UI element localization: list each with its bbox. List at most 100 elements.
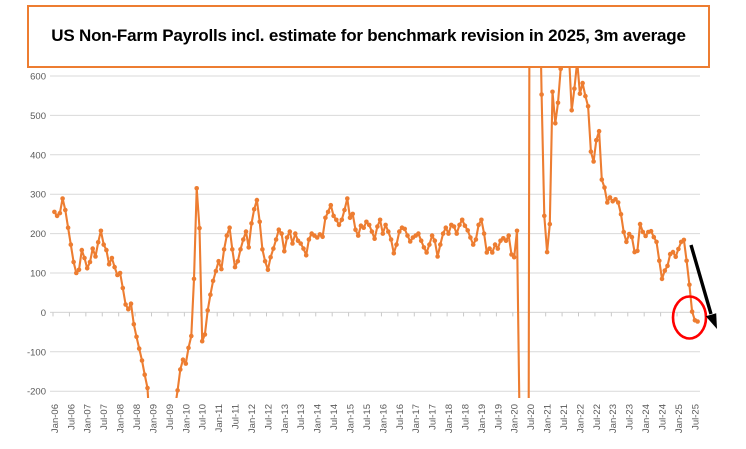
data-point <box>550 89 555 95</box>
data-point <box>109 255 115 261</box>
chart-title: US Non-Farm Payrolls incl. estimate for … <box>51 26 686 46</box>
x-axis-tick-label: Jul-06 <box>66 404 77 430</box>
data-point <box>454 231 460 236</box>
data-point <box>569 108 574 113</box>
arrow-shaft <box>689 244 713 315</box>
data-point <box>465 228 471 233</box>
data-point <box>257 219 263 225</box>
data-point <box>314 235 320 240</box>
y-axis-tick-label: -200 <box>27 387 46 398</box>
data-point <box>320 234 325 240</box>
data-series <box>52 65 700 398</box>
data-point <box>213 268 219 274</box>
data-point <box>635 248 640 254</box>
x-axis-tick-label: Jul-19 <box>493 404 504 430</box>
data-point <box>440 231 446 236</box>
data-point <box>101 242 106 247</box>
data-point <box>112 264 117 270</box>
data-point <box>145 385 150 391</box>
data-point <box>479 217 484 223</box>
data-point <box>514 228 520 234</box>
data-point <box>377 217 383 223</box>
data-point <box>670 249 676 255</box>
data-point <box>287 229 293 234</box>
data-point <box>372 236 377 241</box>
data-point <box>681 237 687 243</box>
data-point <box>71 259 76 265</box>
data-point <box>323 215 328 221</box>
x-axis-tick-label: Jul-24 <box>658 404 669 430</box>
data-point <box>260 247 265 252</box>
x-axis-tick-label: Jul-14 <box>329 404 340 430</box>
data-point <box>397 229 402 234</box>
data-point <box>301 246 306 251</box>
y-axis-tick-label: 100 <box>30 269 46 280</box>
data-point <box>345 196 350 201</box>
data-point <box>659 276 665 282</box>
data-point <box>451 224 457 229</box>
data-point <box>243 229 249 234</box>
data-point <box>353 227 358 232</box>
data-point <box>120 285 126 291</box>
data-point <box>662 268 668 273</box>
data-point <box>54 213 60 219</box>
data-point <box>271 246 276 251</box>
data-point <box>596 128 602 134</box>
x-axis-tick-label: Jul-09 <box>165 404 176 430</box>
x-axis-tick-label: Jan-19 <box>477 404 488 433</box>
data-point <box>544 249 550 255</box>
data-point <box>418 238 424 243</box>
data-point <box>298 241 304 246</box>
data-point <box>216 258 221 264</box>
data-point <box>52 209 57 215</box>
data-point <box>643 233 648 239</box>
data-point <box>687 282 692 288</box>
data-point <box>279 231 284 236</box>
data-point <box>416 231 421 236</box>
x-axis-tick-label: Jul-11 <box>231 404 242 429</box>
data-point <box>339 217 345 223</box>
data-point <box>459 217 465 223</box>
data-point <box>282 249 287 254</box>
data-point <box>93 254 98 259</box>
data-point <box>490 250 495 255</box>
data-point <box>484 250 490 255</box>
data-point <box>191 276 197 282</box>
data-point <box>547 221 553 227</box>
data-point <box>407 239 413 244</box>
x-axis-tick-label: Jul-08 <box>132 404 143 430</box>
data-point <box>87 259 93 265</box>
data-point <box>369 229 375 234</box>
x-axis-tick-label: Jan-18 <box>444 404 455 433</box>
data-point <box>131 321 137 327</box>
data-point <box>106 262 112 267</box>
x-axis-tick-label: Jul-25 <box>690 404 701 430</box>
data-point <box>366 222 372 228</box>
data-point <box>695 319 700 324</box>
data-point <box>342 207 347 213</box>
x-axis-tick-label: Jan-22 <box>575 404 586 433</box>
x-axis-tick-label: Jul-15 <box>362 404 373 430</box>
data-point <box>210 278 216 284</box>
x-axis-tick-label: Jul-07 <box>99 404 110 430</box>
x-axis-tick-label: Jul-21 <box>559 404 570 430</box>
data-point <box>421 245 427 250</box>
x-axis-tick-label: Jan-23 <box>608 404 619 433</box>
x-axis-tick-label: Jan-11 <box>214 404 225 432</box>
data-point <box>443 225 449 230</box>
data-point <box>555 100 561 106</box>
data-point <box>361 225 367 230</box>
data-point <box>402 226 408 232</box>
data-point <box>511 254 517 260</box>
data-point <box>506 233 512 238</box>
x-axis-tick-label: Jan-21 <box>543 404 554 433</box>
data-point <box>134 334 139 340</box>
data-point <box>481 231 487 236</box>
data-point <box>388 237 394 242</box>
data-point <box>657 258 662 264</box>
data-point <box>432 238 438 243</box>
data-point <box>405 233 410 238</box>
data-point <box>676 246 681 252</box>
data-point <box>63 207 68 213</box>
